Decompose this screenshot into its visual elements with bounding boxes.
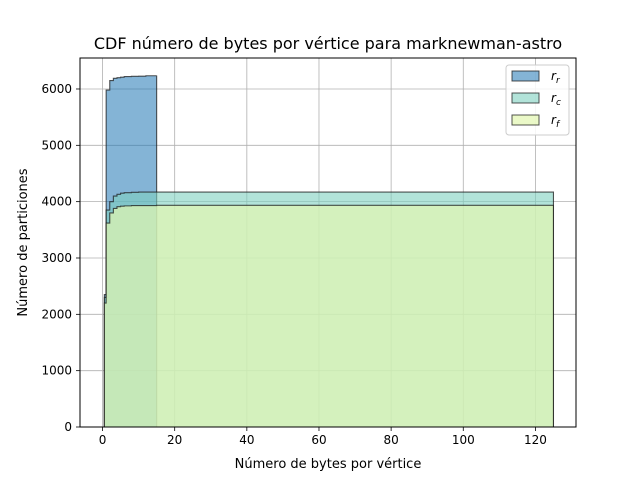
y-tick-label: 4000 — [41, 195, 72, 209]
x-tick-label: 0 — [99, 433, 107, 447]
x-tick-label: 40 — [239, 433, 254, 447]
legend-label-c: rc — [551, 91, 561, 108]
y-tick-label: 2000 — [41, 307, 72, 321]
x-tick-label: 80 — [383, 433, 398, 447]
y-tick-label: 1000 — [41, 364, 72, 378]
y-tick-label: 3000 — [41, 251, 72, 265]
legend-swatch-f — [511, 114, 540, 126]
x-tick-label: 100 — [452, 433, 475, 447]
x-tick-label: 60 — [311, 433, 326, 447]
chart-title: CDF número de bytes por vértice para mar… — [94, 34, 562, 53]
legend-label-r: rr — [551, 69, 561, 86]
x-tick-label: 120 — [524, 433, 547, 447]
x-axis-label: Número de bytes por vértice — [235, 457, 422, 472]
x-tick-label: 20 — [167, 433, 182, 447]
series-area-f — [102, 204, 555, 428]
series-layer — [102, 75, 555, 428]
legend-swatch-r — [511, 70, 540, 82]
axes-frame — [79, 57, 577, 428]
legend-label-f: rf — [551, 113, 561, 130]
y-axis-label: Número de particiones — [16, 168, 31, 316]
y-tick-label: 0 — [64, 420, 72, 434]
y-tick-label: 5000 — [41, 138, 72, 152]
legend: rr rc rf — [505, 64, 570, 136]
y-tick-label: 6000 — [41, 82, 72, 96]
ticks: 0 20 40 60 80 100 120 0 1000 2000 3000 4000 5000 6000 — [41, 82, 546, 447]
legend-swatch-c — [511, 92, 540, 104]
